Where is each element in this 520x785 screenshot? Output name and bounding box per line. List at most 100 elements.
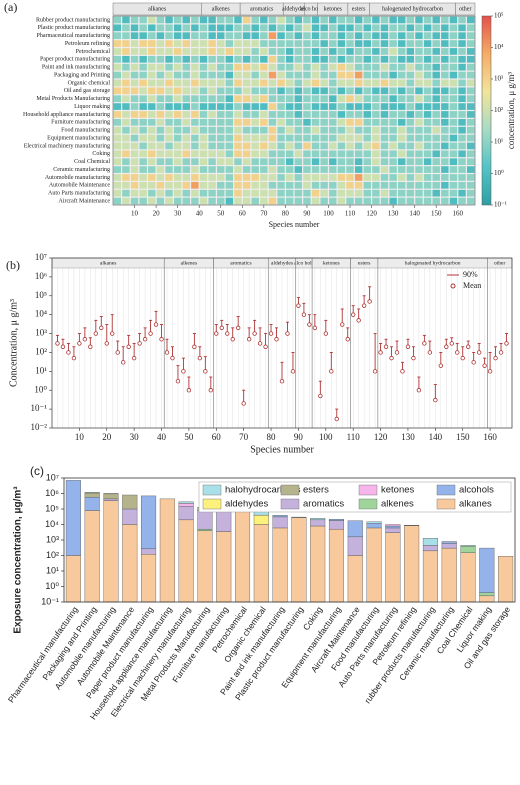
heat-cell: [113, 142, 122, 150]
heat-cell: [354, 111, 363, 118]
heat-cell: [173, 174, 182, 181]
heat-cell: [398, 126, 406, 134]
heat-cell: [113, 32, 122, 40]
heat-cell: [337, 40, 346, 47]
mean-point: [170, 355, 175, 361]
mean-point: [230, 337, 235, 342]
group-label: aldehydes: [271, 260, 293, 266]
heat-cell: [398, 197, 406, 205]
bar-segment: [178, 519, 194, 603]
heat-cell: [363, 32, 371, 40]
heat-cell: [156, 118, 165, 126]
heat-cell: [277, 87, 285, 95]
heat-cell: [458, 111, 466, 118]
heat-cell: [466, 189, 475, 197]
heat-cell: [139, 87, 147, 95]
y-tick-label: 10⁰: [34, 384, 47, 394]
heat-cell: [225, 142, 234, 150]
heat-cell: [363, 189, 371, 197]
heat-cell: [165, 32, 173, 40]
heat-cell: [466, 16, 475, 24]
heat-cell: [329, 24, 337, 32]
heat-cell: [182, 142, 190, 150]
plot-area: [113, 16, 475, 205]
heat-cell: [415, 181, 423, 189]
bar-segment: [422, 545, 438, 552]
heat-cell: [380, 63, 389, 71]
heat-cell: [415, 87, 423, 95]
heat-cell: [329, 197, 337, 205]
heat-cell: [260, 63, 268, 71]
heat-cell: [346, 63, 354, 71]
heat-cell: [320, 71, 328, 79]
heat-cell: [217, 24, 225, 32]
bar-segment: [347, 536, 363, 556]
mean-point: [192, 344, 197, 349]
y-tick-label: 10⁻¹: [31, 403, 48, 413]
heat-cell: [268, 134, 277, 142]
bar-segment: [197, 510, 213, 530]
row-label: Petroleum refining: [65, 40, 110, 47]
group-label: alco hols: [294, 260, 314, 266]
heat-cell: [217, 150, 225, 158]
heat-cell: [303, 32, 311, 40]
heat-cell: [268, 63, 277, 71]
heat-cell: [225, 189, 234, 197]
x-tick-label: 100: [323, 210, 334, 218]
heat-cell: [303, 55, 311, 63]
heat-cell: [251, 55, 259, 63]
heat-cell: [406, 126, 415, 134]
heat-cell: [441, 197, 449, 205]
heat-cell: [303, 16, 311, 24]
heat-cell: [225, 158, 234, 166]
heat-cell: [432, 32, 440, 40]
heat-cell: [139, 197, 147, 205]
heat-cell: [148, 126, 156, 134]
colorbar-tick-label: 10⁴: [494, 43, 504, 51]
heat-cell: [372, 118, 380, 126]
heat-cell: [199, 87, 208, 95]
heat-cell: [449, 189, 458, 197]
heat-cell: [173, 134, 182, 142]
heat-cell: [199, 16, 208, 24]
heat-cell: [285, 189, 294, 197]
heat-cell: [182, 118, 190, 126]
x-tick-label: 10: [131, 210, 139, 218]
heat-cell: [320, 134, 328, 142]
heat-cell: [182, 24, 190, 32]
mean-point: [405, 344, 411, 349]
heat-cell: [285, 197, 294, 205]
row-label: Paper product manufacturing: [40, 56, 110, 63]
heat-cell: [363, 48, 371, 55]
heat-cell: [423, 134, 432, 142]
heat-cell: [165, 95, 173, 103]
plot-frame: [51, 257, 513, 429]
heat-cell: [139, 48, 147, 55]
heat-cell: [337, 55, 346, 63]
bar-segment: [385, 527, 401, 533]
y-tick-label: 10⁵: [35, 290, 47, 300]
heat-cell: [182, 103, 190, 110]
mean-point: [367, 299, 372, 304]
heat-cell: [432, 103, 440, 110]
row-label: Coal Chemical: [74, 159, 110, 165]
bar-segment: [141, 495, 157, 550]
heat-cell: [217, 87, 225, 95]
heat-cell: [389, 87, 397, 95]
heat-cell: [372, 111, 380, 118]
mean-point: [389, 355, 394, 361]
heat-cell: [148, 32, 156, 40]
heat-cell: [182, 111, 190, 118]
legend-label: esters: [303, 485, 329, 496]
bar-segment: [310, 525, 326, 603]
heat-cell: [130, 189, 139, 197]
heat-cell: [294, 174, 303, 181]
heat-cell: [449, 95, 458, 103]
heat-cell: [423, 142, 432, 150]
heat-cell: [294, 16, 303, 24]
heat-cell: [156, 126, 165, 134]
heat-cell: [389, 103, 397, 110]
heat-cell: [285, 181, 294, 189]
heat-cell: [113, 174, 122, 181]
heat-cell: [303, 142, 311, 150]
